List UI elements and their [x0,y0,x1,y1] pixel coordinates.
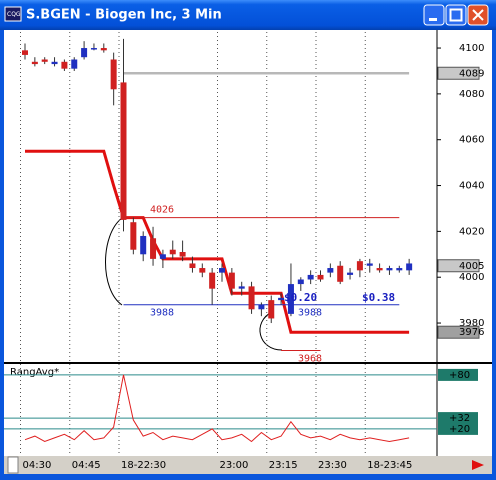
x-tick-label: 18-23:45 [367,460,412,471]
candle-body [150,238,157,259]
level-label: 3968 [298,354,322,365]
candle-body [238,286,245,289]
candle-body [376,268,383,271]
candle-body [110,59,117,90]
price-marker-label: 4089 [459,68,484,79]
candle-body [386,268,393,271]
candle-body [209,272,216,289]
candle-body [307,274,314,280]
candle-body [90,48,97,50]
app-icon [4,6,22,22]
candle-body [356,261,363,271]
title-bar [0,0,496,30]
y-tick-label: 4060 [459,135,484,146]
candle-body [130,222,137,250]
y-tick-label: 3980 [459,318,484,329]
candle-body [219,268,225,273]
y-tick-label: 4100 [459,43,484,54]
y-tick-label: +32 [449,413,470,424]
candle-body [327,268,334,273]
candle-body [258,304,265,310]
candle-body [189,263,196,269]
annotation: $0.20 [284,291,317,304]
y-tick-label: 4040 [459,181,484,192]
candle-body [159,254,166,259]
scroll-right-arrow[interactable] [472,460,484,470]
time-axis-area [4,456,492,474]
candle-body [347,272,354,275]
y-tick-box [438,422,478,435]
y-tick-label: +80 [449,370,470,381]
candle-body [406,263,413,271]
scroll-box[interactable] [7,456,19,474]
y-tick-box [438,412,478,425]
swing-arc [259,311,283,351]
x-tick-label: 23:15 [269,460,298,471]
price-marker [437,325,480,339]
candle-body [248,286,255,310]
study-line [24,374,410,443]
candle-body [51,61,58,65]
candle-body [41,59,48,62]
overlay-line [25,149,410,334]
price-axis-area [437,30,492,456]
candle-body [169,249,176,255]
candle-body [71,59,78,69]
candle-body [81,48,88,58]
level-label: 4026 [150,205,174,216]
candle-body [31,61,38,65]
x-tick-label: 23:00 [220,460,249,471]
candle-body [120,82,127,220]
minimize-button[interactable] [423,4,445,26]
price-marker-label: 4005 [459,261,484,272]
candle-body [61,61,68,69]
x-tick-label: 18-22:30 [121,460,166,471]
y-tick-box [438,368,478,381]
close-button[interactable] [467,4,489,26]
window-title: S.BGEN - Biogen Inc, 3 Min [26,8,222,23]
x-tick-label: 04:45 [72,460,101,471]
window-bottom [4,474,492,480]
candle-body [22,50,28,55]
candle-body [268,300,275,319]
plot-layer: 04:30 04:45 18-22:30 23:00 23:15 23:30 18-23:4… [4,32,484,471]
candle-body [366,263,373,266]
price-marker [437,259,480,273]
candle-body [297,279,304,285]
candle-body [337,265,344,282]
candle-body [317,274,324,280]
client-area [4,30,492,474]
annotation: $0.38 [362,291,395,304]
y-tick-label: 4000 [459,272,484,283]
x-tick-label: 04:30 [23,460,52,471]
candle-body [278,297,285,301]
candle-body [199,268,206,273]
app-icon-text: CQG [7,11,21,18]
candle-body [396,268,403,271]
level-label: 3988 [298,308,322,319]
y-tick-label: 4020 [459,226,484,237]
candle-body [287,284,294,314]
study-title: RangAvg* [10,367,59,378]
y-tick-label: 4080 [459,89,484,100]
candle-body [140,235,147,255]
price-marker-label: 3976 [459,327,484,338]
candle-body [179,252,186,257]
x-tick-label: 23:30 [318,460,347,471]
price-marker [437,66,480,80]
y-tick-label: +20 [449,424,470,435]
candle-body [228,272,235,289]
swing-arc [105,217,123,306]
maximize-button[interactable] [445,4,467,26]
candle-body [100,48,107,51]
level-label: 3988 [150,308,174,319]
